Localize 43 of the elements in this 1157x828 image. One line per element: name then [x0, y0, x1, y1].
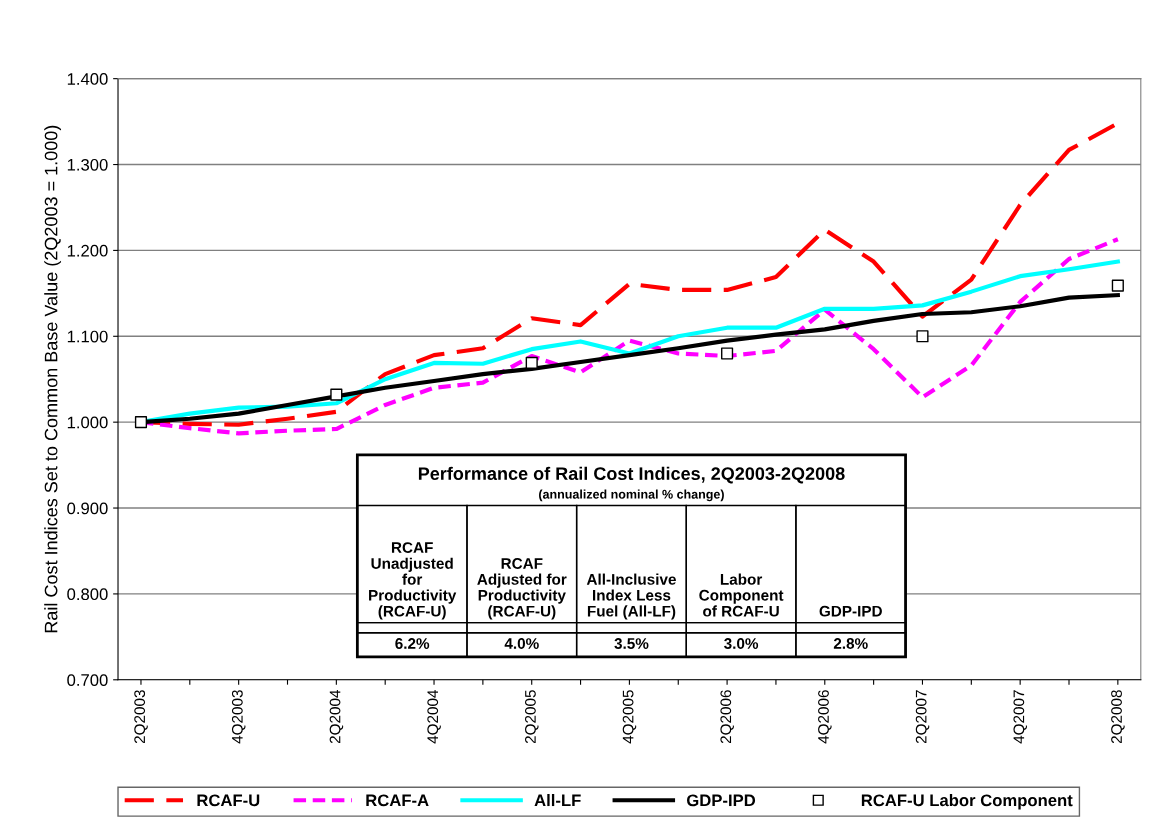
x-tick-label: 2Q2008 [1111, 690, 1125, 744]
point [525, 356, 538, 369]
point [721, 347, 734, 360]
point [916, 330, 929, 343]
y-axis-title: Rail Cost Indices Set to Common Base Value (2Q2003 = 1.000) [44, 125, 62, 633]
y-tick-label: 1.300 [67, 158, 108, 171]
annotation: 6.2% [395, 638, 430, 649]
point [330, 388, 343, 401]
legend-label: RCAF-U Labor Component [861, 793, 1073, 810]
annotation: Labor Component of RCAF-U [699, 573, 784, 617]
x-tick-label: 2Q2006 [720, 690, 734, 744]
annotation: 3.5% [614, 638, 649, 649]
annotation: Performance of Rail Cost Indices, 2Q2003-2Q2008 [418, 466, 845, 484]
y-tick-label: 1.200 [67, 244, 108, 257]
annotation: GDP-IPD [819, 605, 882, 617]
annotation: RCAF Adjusted for Productivity (RCAF-U) [477, 558, 567, 620]
annotation: RCAF Unadjusted for Productivity (RCAF-U) [369, 542, 457, 620]
y-tick-label: 0.800 [67, 588, 108, 601]
x-tick-label: 2Q2004 [329, 689, 344, 744]
annotation: 2.8% [833, 638, 868, 649]
y-tick-label: 0.700 [67, 674, 108, 686]
x-tick-label: 4Q2006 [818, 690, 832, 744]
x-tick-label: 4Q2005 [622, 690, 637, 744]
legend-label: RCAF-A [366, 794, 429, 807]
x-tick-label: 4Q2003 [231, 690, 246, 744]
legend-label: RCAF-U [197, 794, 260, 807]
y-tick-label: 1.100 [67, 330, 108, 343]
point [134, 416, 148, 429]
point [1111, 279, 1124, 292]
legend-label: All-LF [534, 793, 581, 807]
annotation: 3.0% [724, 638, 759, 649]
legend-label: GDP-IPD [686, 794, 756, 807]
x-tick-label: 2Q2003 [134, 690, 148, 744]
annotation: All-Inclusive Index Less Fuel (All-LF) [586, 573, 676, 620]
x-tick-label: 2Q2005 [525, 690, 539, 744]
x-tick-label: 2Q2007 [915, 690, 930, 744]
y-tick-label: 1.000 [67, 416, 108, 429]
y-tick-label: 1.400 [67, 73, 108, 85]
annotation: 4.0% [504, 638, 539, 649]
x-tick-label: 4Q2007 [1013, 690, 1027, 744]
y-tick-label: 0.900 [67, 502, 108, 515]
x-tick-label: 4Q2004 [427, 689, 441, 744]
annotation: (annualized nominal % change) [539, 489, 724, 502]
